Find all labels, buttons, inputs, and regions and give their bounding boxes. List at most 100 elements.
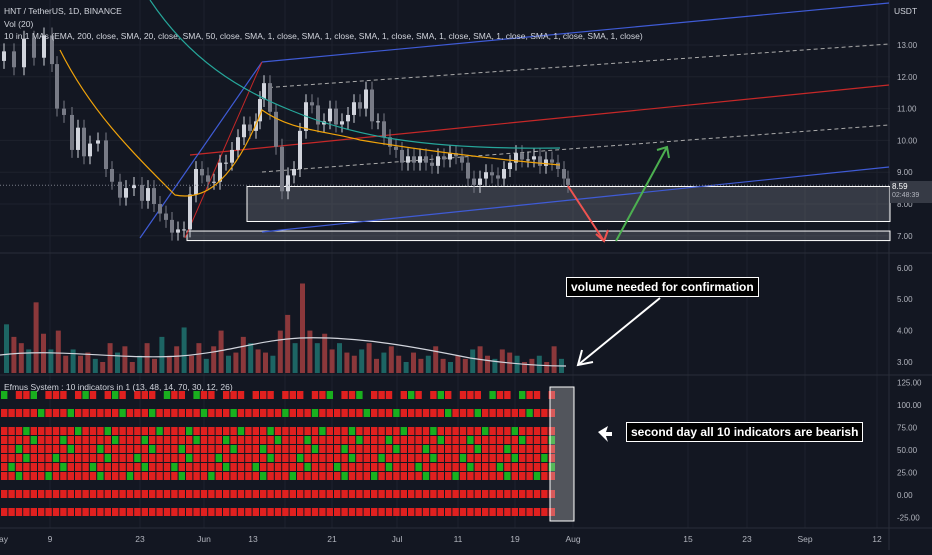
indicator-cell bbox=[467, 508, 474, 516]
indicator-cell bbox=[445, 472, 452, 480]
indicator-cell bbox=[252, 490, 259, 498]
indicator-cell bbox=[526, 490, 533, 498]
indicator-cell bbox=[15, 508, 23, 516]
indicator-cell bbox=[15, 454, 23, 462]
indicator-cell bbox=[1, 490, 8, 498]
indicator-cell bbox=[112, 391, 119, 399]
time-axis-label: 21 bbox=[327, 534, 337, 544]
volume-annotation: volume needed for confirmation bbox=[566, 277, 759, 297]
indicator-cell bbox=[348, 436, 356, 444]
indicator-cell bbox=[89, 454, 97, 462]
indicator-cell bbox=[393, 454, 400, 462]
indicator-cell bbox=[304, 409, 311, 417]
indicator-cell bbox=[245, 409, 252, 417]
indicator-cell bbox=[119, 436, 126, 444]
volume-bar bbox=[55, 330, 61, 373]
indicator-cell bbox=[186, 427, 193, 435]
indicator-cell bbox=[193, 454, 200, 462]
indicator-cell bbox=[297, 409, 304, 417]
indicator-cell bbox=[52, 427, 60, 435]
indicator-cell bbox=[504, 409, 511, 417]
indicator-cell bbox=[385, 445, 393, 453]
indicator-cell bbox=[141, 409, 148, 417]
indicator-cell bbox=[326, 391, 333, 399]
volume-bar bbox=[529, 358, 535, 373]
indicator-cell bbox=[156, 409, 163, 417]
indicator-cell bbox=[371, 436, 378, 444]
indicator-cell bbox=[60, 463, 67, 471]
indicator-cell bbox=[267, 445, 274, 453]
candle-body bbox=[258, 99, 262, 122]
indicator-cell bbox=[489, 409, 496, 417]
indicator-cell bbox=[519, 427, 526, 435]
indicator-cell bbox=[252, 508, 259, 516]
indicator-cell bbox=[378, 454, 385, 462]
volume-bar bbox=[41, 333, 46, 373]
indicator-cell bbox=[112, 508, 119, 516]
candle-body bbox=[400, 149, 404, 163]
volume-bar bbox=[174, 346, 180, 373]
indicator-cell bbox=[533, 409, 541, 417]
last-price: 8.59 bbox=[892, 182, 908, 191]
indicator-cell bbox=[326, 472, 333, 480]
indicator-cell bbox=[237, 427, 245, 435]
indicator-cell bbox=[452, 454, 459, 462]
indicator-cell bbox=[67, 409, 74, 417]
indicator-cell bbox=[496, 490, 504, 498]
indicator-cell bbox=[186, 508, 193, 516]
candle-body bbox=[550, 159, 554, 163]
indicator-cell bbox=[215, 436, 222, 444]
indicator-cell bbox=[215, 445, 222, 453]
indicator-cell bbox=[38, 409, 45, 417]
candle-body bbox=[96, 140, 100, 144]
volume-bar bbox=[455, 355, 461, 373]
candle-body bbox=[194, 169, 198, 195]
indicator-cell bbox=[45, 454, 52, 462]
moving-averages-title: 10 in 1 MAs (EMA, 200, close, SMA, 20, c… bbox=[4, 31, 643, 41]
indicator-cell bbox=[193, 409, 200, 417]
indicator-cell bbox=[134, 490, 141, 498]
indicator-cell bbox=[156, 454, 163, 462]
indicator-cell bbox=[30, 427, 37, 435]
candle-body bbox=[394, 146, 398, 150]
candle-body bbox=[176, 229, 180, 233]
indicator-cell bbox=[208, 490, 215, 498]
indicator-cell bbox=[400, 391, 407, 399]
volume-bar bbox=[470, 349, 476, 373]
indicator-cell bbox=[378, 427, 385, 435]
volume-bar bbox=[462, 358, 468, 373]
candle-body bbox=[346, 114, 350, 122]
indicator-cell bbox=[415, 391, 422, 399]
indicator-cell bbox=[171, 454, 178, 462]
indicator-cell bbox=[348, 391, 356, 399]
indicator-cell bbox=[60, 454, 67, 462]
indicator-cell bbox=[89, 445, 97, 453]
indicator-cell bbox=[289, 391, 296, 399]
indicator-cell bbox=[82, 445, 89, 453]
indicator-cell bbox=[149, 490, 156, 498]
indicator-cell bbox=[519, 409, 526, 417]
indicator-cell bbox=[385, 391, 393, 399]
indicator-cell bbox=[489, 472, 496, 480]
volume-bar bbox=[300, 283, 305, 373]
indicator-cell bbox=[474, 445, 481, 453]
time-axis-label: Jul bbox=[392, 534, 403, 544]
indicator-cell bbox=[67, 427, 74, 435]
volume-bar bbox=[137, 355, 143, 373]
indicator-cell bbox=[533, 436, 541, 444]
indicator-cell bbox=[75, 463, 82, 471]
indicator-cell bbox=[415, 445, 422, 453]
indicator-cell bbox=[215, 508, 222, 516]
candle-body bbox=[55, 64, 59, 109]
indicator-cell bbox=[104, 508, 111, 516]
oscillator-axis-label: 100.00 bbox=[897, 401, 922, 410]
indicator-cell bbox=[8, 436, 15, 444]
volume-bar bbox=[263, 352, 268, 373]
indicator-cell bbox=[1, 445, 8, 453]
indicator-cell bbox=[38, 427, 45, 435]
indicator-cell bbox=[149, 454, 156, 462]
indicator-cell bbox=[437, 472, 444, 480]
volume-bar bbox=[485, 355, 490, 373]
